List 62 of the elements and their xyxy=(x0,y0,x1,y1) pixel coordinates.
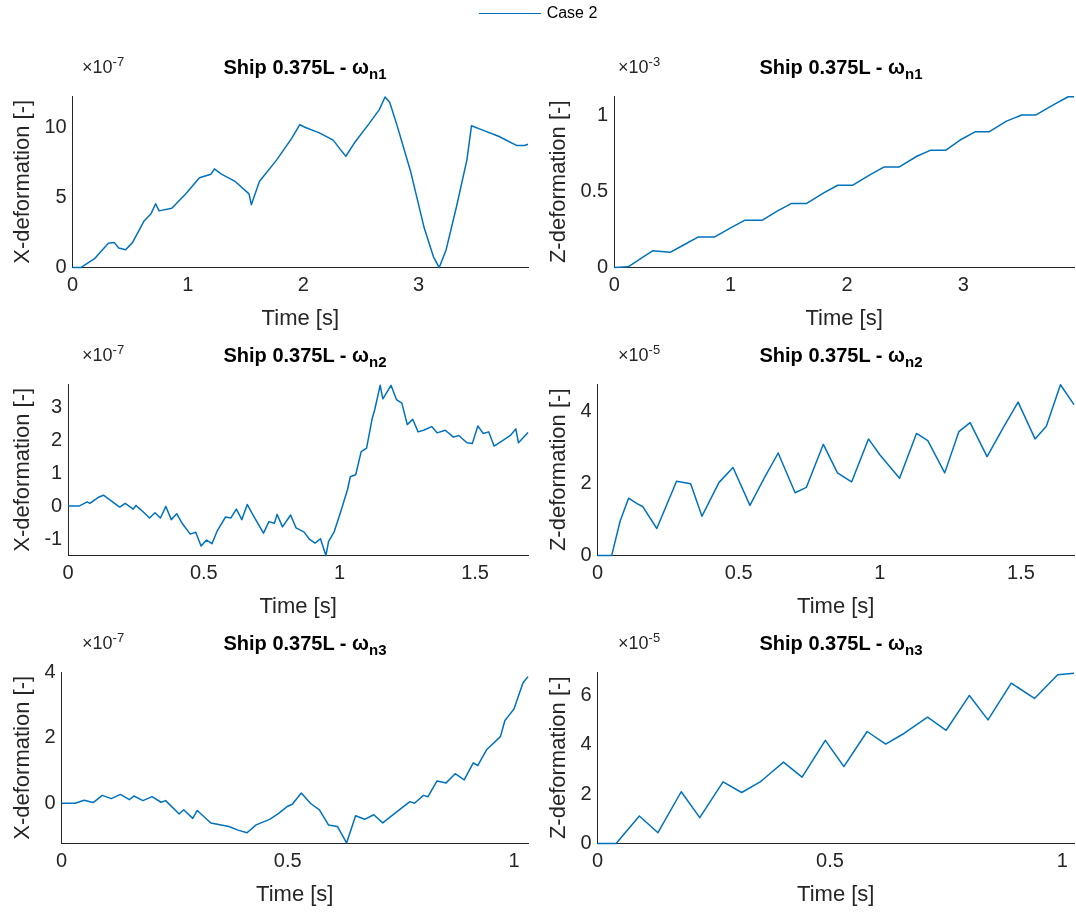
y-tick-label: 1 xyxy=(51,460,63,483)
legend-label: Case 2 xyxy=(546,4,598,21)
y-tick-label: 4 xyxy=(580,398,592,421)
x-tick-label: 1 xyxy=(725,273,737,296)
chart-title: Ship 0.375L - ω$_{n3}$ xyxy=(223,632,387,658)
y-tick-label: 6 xyxy=(580,682,592,705)
chart-title: Ship 0.375L - ω$_{n1}$ xyxy=(759,56,923,82)
text: ×10$^{-5}$ xyxy=(618,630,661,654)
y-axis-title: Z-deformation [-] xyxy=(545,100,571,264)
y-tick-label: 3 xyxy=(51,394,63,417)
chart-title: Ship 0.375L - ω$_{n2}$ xyxy=(759,344,923,370)
y-tick-label: 4 xyxy=(580,732,592,755)
x-axis-title: Time [s] xyxy=(797,880,875,906)
y-tick-label: 0 xyxy=(597,255,609,278)
y-axis-title: Z-deformation [-] xyxy=(545,676,571,840)
y-tick-label: 2 xyxy=(44,725,56,748)
x-axis-title: Time [s] xyxy=(256,880,334,906)
x-tick-label: 1 xyxy=(508,849,520,872)
x-tick-label: 1 xyxy=(182,273,194,296)
x-tick-label: 0.5 xyxy=(273,849,302,872)
x-tick-label: 1 xyxy=(1056,849,1068,872)
y-tick-label: 0 xyxy=(51,493,63,516)
y-tick-label: 0 xyxy=(44,790,56,813)
x-tick-label: 1.5 xyxy=(461,561,490,584)
x-axis-title: Time [s] xyxy=(259,592,337,618)
text: ×10$^{-7}$ xyxy=(82,342,125,366)
y-tick-label: 2 xyxy=(580,781,592,804)
text: ×10$^{-5}$ xyxy=(618,342,661,366)
y-tick-label: 1 xyxy=(597,102,609,125)
chart-title: Ship 0.375L - ω$_{n3}$ xyxy=(759,632,923,658)
x-tick-label: 3 xyxy=(412,273,425,296)
y-tick-label: 2 xyxy=(580,470,592,493)
y-tick-label: 10 xyxy=(44,115,67,138)
x-tick-label: 3 xyxy=(957,273,969,296)
chart-title: Ship 0.375L - ω$_{n1}$ xyxy=(223,56,387,82)
y-tick-label: 0 xyxy=(580,543,592,566)
x-tick-label: 0.5 xyxy=(189,561,218,584)
y-axis-title: X-deformation [-] xyxy=(9,387,35,552)
x-axis-title: Time [s] xyxy=(797,592,875,618)
y-tick-label: 0 xyxy=(55,255,67,278)
x-tick-label: 1 xyxy=(874,561,886,584)
y-axis-title: X-deformation [-] xyxy=(9,675,35,840)
y-axis-title: Z-deformation [-] xyxy=(545,388,571,552)
y-tick-label: -1 xyxy=(44,526,63,549)
y-tick-label: 0 xyxy=(580,831,592,854)
text: ×10$^{-7}$ xyxy=(82,630,125,654)
y-tick-label: 0.5 xyxy=(580,178,609,201)
x-axis-title: Time [s] xyxy=(261,304,340,330)
x-axis-title: Time [s] xyxy=(805,304,883,330)
y-tick-label: 2 xyxy=(51,427,63,450)
x-tick-label: 0.5 xyxy=(724,561,753,584)
text: ×10$^{-3}$ xyxy=(618,54,661,78)
y-tick-label: 4 xyxy=(44,659,56,682)
y-axis-title: X-deformation [-] xyxy=(9,99,35,264)
x-tick-label: 1 xyxy=(333,561,346,584)
x-tick-label: 2 xyxy=(841,273,853,296)
chart-title: Ship 0.375L - ω$_{n2}$ xyxy=(223,344,387,370)
x-tick-label: 0.5 xyxy=(816,849,844,872)
y-tick-label: 5 xyxy=(55,185,67,208)
text: ×10$^{-7}$ xyxy=(82,54,125,78)
x-tick-label: 1.5 xyxy=(1007,561,1035,584)
x-tick-label: 2 xyxy=(297,273,309,296)
